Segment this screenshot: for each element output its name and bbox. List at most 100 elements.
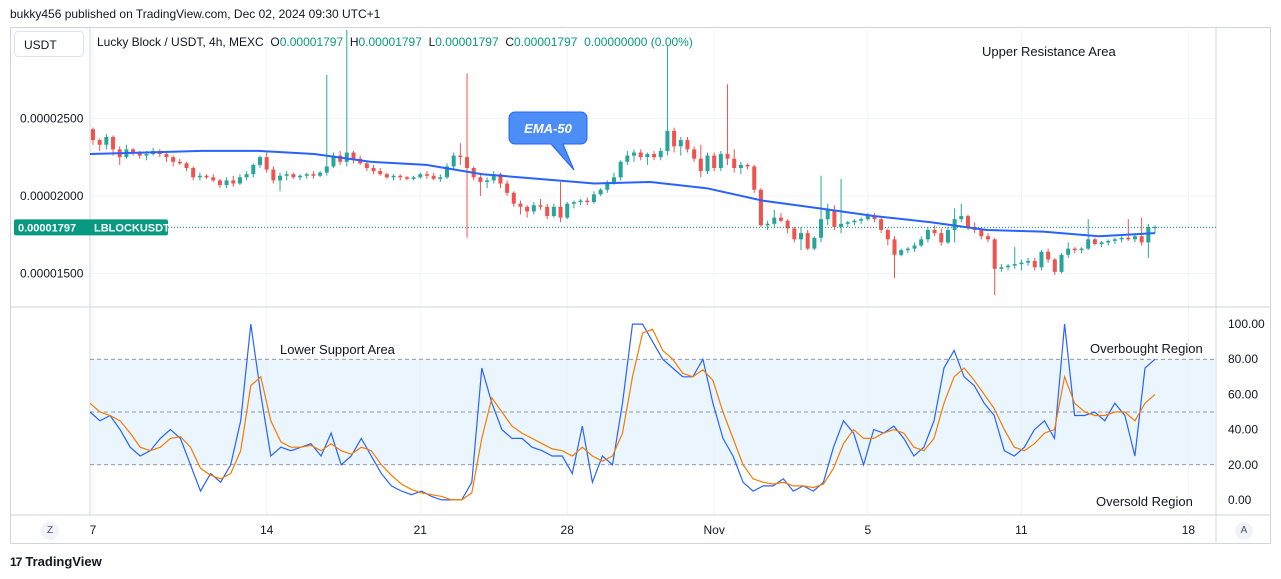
candle [251,163,256,178]
stoch-d-line [89,328,1156,501]
candle-body [518,203,523,207]
low-value: 0.00001797 [435,35,499,49]
candle [411,175,416,181]
candle-body [558,206,563,218]
candle-body [718,154,723,168]
candle-body [318,172,323,176]
open-value: 0.00001797 [279,35,344,49]
candle-body [565,203,570,218]
candle [892,236,897,279]
candle [832,205,837,231]
candle [551,203,556,218]
candle [384,172,389,179]
candle [558,181,563,223]
currency-unit-button[interactable]: USDT [14,31,84,57]
candle [284,171,289,181]
candle-body [832,209,837,227]
candle [485,177,490,189]
candle-body [511,192,516,204]
candle-body [758,189,763,226]
ema-50-line [89,149,1156,238]
candle [685,136,690,153]
candle-body [1046,251,1051,260]
candle [1146,223,1151,258]
candle [324,74,329,176]
candle-body [705,155,710,172]
candle-body [1092,239,1097,244]
candle [645,152,650,165]
candle-body [144,154,149,156]
candle-body [444,166,450,178]
candle [986,233,991,243]
candle [491,171,496,184]
candle-body [839,223,844,227]
candle-body [465,157,470,168]
candle-body [90,129,96,141]
candle [872,212,877,223]
candle-body [271,169,276,181]
candle-body [111,136,116,150]
time-tick-label: 21 [414,523,428,537]
symbol-title: Lucky Block / USDT, 4h, MEXC [97,35,264,49]
candle [404,175,409,181]
candle [758,188,763,227]
timezone-button[interactable]: Z [41,522,59,540]
candle [378,168,383,176]
candle [311,171,316,179]
candle-body [672,130,677,147]
candle-body [338,155,343,162]
candle [1012,247,1017,269]
candle-body [805,233,810,249]
candle [1099,240,1104,248]
candle [204,174,209,179]
candle-body [1079,248,1084,251]
candle [545,203,550,220]
candle-body [1106,240,1111,243]
candle [217,178,222,189]
candle [231,175,236,187]
price-tick-label: 0.00002500 [20,111,84,125]
candle [638,149,643,161]
candle-body [732,158,737,168]
close-label: C [505,35,514,49]
candle-body [384,174,389,178]
candle-body [1099,242,1104,244]
candle [765,220,770,231]
candle-body [879,219,884,231]
candle [171,155,176,167]
candle [518,200,523,215]
lower-support-label: Lower Support Area [280,342,396,357]
candle [278,172,283,192]
candle-body [398,175,403,178]
candle-body [311,174,316,176]
candle-body [979,230,984,237]
candle-body [257,157,262,165]
candle [625,150,630,165]
candle [1066,242,1071,258]
last-price-badge [14,219,168,236]
candle-body [852,220,857,223]
candle-body [1146,226,1151,243]
tradingview-logo[interactable]: 17 TradingView [10,554,102,569]
candle-body [344,152,349,162]
candle-body [284,174,289,176]
candle [1052,257,1057,275]
candle-body [505,183,510,193]
stoch-tick-label: 0.00 [1228,493,1252,507]
auto-scale-button[interactable]: A [1235,522,1253,540]
candle [945,226,950,244]
low-label: L [428,35,436,49]
candle-body [371,168,376,172]
candle [1112,237,1117,244]
candle [131,147,136,156]
candle-body [104,136,109,145]
candle-body [585,200,590,203]
candle-body [986,236,991,240]
candle [732,149,737,173]
candle-body [204,175,209,178]
time-tick-label: Nov [703,523,724,537]
candle-body [391,175,396,178]
time-tick-label: 7 [90,523,97,537]
candle [478,174,483,196]
candle-body [658,150,663,158]
